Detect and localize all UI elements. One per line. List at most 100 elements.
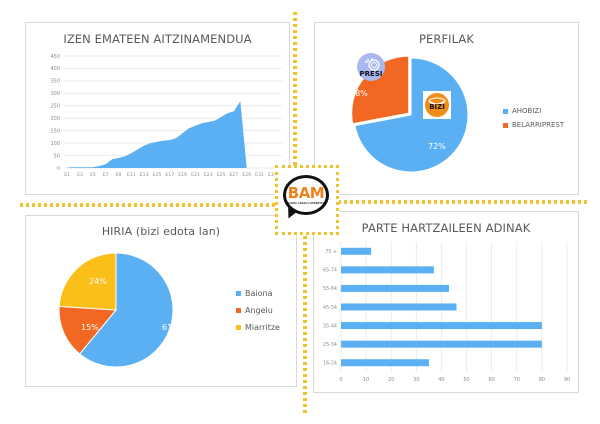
bar	[341, 284, 449, 292]
area-series	[67, 101, 247, 168]
legend-swatch	[236, 325, 241, 330]
legend-label: BELARRIPREST	[512, 121, 565, 129]
bizi-badge-label: BIZI	[429, 103, 445, 111]
area-chart-svg: 0 50 100 150 200 250 300 350 400 450 E1 E3 E5 E7 E9 E11…	[50, 54, 282, 178]
city-pct-miarritze: 24%	[89, 277, 107, 286]
vertical-divider-top	[293, 12, 297, 167]
bar-chart-svg: 0 10 20 30 40 50 60 70 80 90 75 + 65-74 55-64 45-54 35…	[323, 242, 570, 383]
svg-text:80: 80	[539, 377, 545, 383]
svg-text:70: 70	[514, 377, 520, 383]
svg-text:E33: E33	[268, 172, 277, 178]
registrations-chart-title: IZEN EMATEEN AITZINAMENDUA	[63, 32, 252, 46]
city-pct-angelu: 15%	[81, 323, 99, 332]
profiles-pct-ahobizi: 72%	[428, 142, 446, 151]
svg-text:E31: E31	[255, 172, 264, 178]
svg-text:35-44: 35-44	[323, 323, 337, 329]
svg-text:350: 350	[50, 79, 60, 85]
svg-text:55-64: 55-64	[323, 286, 337, 292]
profiles-chart-title: PERFILAK	[418, 32, 475, 46]
city-chart-title: HIRIA (bizi edota lan)	[101, 225, 221, 238]
registrations-area-plot: 0 50 100 150 200 250 300 350 400 450 E1 E3 E5 E7 E9 E11…	[46, 53, 286, 180]
svg-text:20: 20	[388, 377, 394, 383]
bar	[341, 340, 542, 348]
logo-text: BAM	[287, 184, 325, 202]
pie-slice	[78, 252, 174, 368]
city-pie-chart	[58, 252, 174, 368]
svg-text:E23: E23	[204, 172, 213, 178]
legend-label: AHOBIZI	[512, 107, 542, 115]
svg-text:E13: E13	[140, 172, 149, 178]
ages-chart-title: PARTE HARTZAILEEN ADINAK	[361, 221, 531, 235]
svg-text:60: 60	[488, 377, 494, 383]
svg-text:10: 10	[363, 377, 369, 383]
ear-icon	[364, 58, 380, 71]
svg-text:E1: E1	[64, 172, 70, 178]
horizontal-divider-right	[338, 200, 588, 204]
profiles-chart-card: PERFILAK 28% 72% PRESI BIZI AHOBIZI B	[314, 22, 579, 195]
legend-item-belarriprest: BELARRIPREST	[503, 121, 564, 129]
vertical-divider-bottom	[303, 236, 307, 416]
mouth-icon	[428, 97, 446, 105]
bar	[341, 303, 457, 311]
svg-text:E5: E5	[90, 172, 96, 178]
svg-text:E17: E17	[165, 172, 174, 178]
svg-text:E3: E3	[77, 172, 83, 178]
legend-label: Baiona	[245, 289, 273, 298]
svg-text:E27: E27	[230, 172, 239, 178]
logo-subtitle: BAIONA ANGELU MIARRITZE	[286, 202, 326, 205]
svg-text:E21: E21	[191, 172, 200, 178]
legend-item-ahobizi: AHOBIZI	[503, 107, 564, 115]
svg-text:400: 400	[50, 66, 60, 72]
legend-label: Miarritze	[245, 323, 280, 332]
svg-text:25-34: 25-34	[323, 342, 337, 348]
svg-text:300: 300	[50, 91, 60, 97]
svg-text:E7: E7	[103, 172, 109, 178]
bizi-badge-icon: BIZI	[423, 91, 451, 119]
bar	[341, 266, 434, 274]
svg-text:30: 30	[413, 377, 419, 383]
svg-text:E15: E15	[153, 172, 162, 178]
legend-item-miarritze: Miarritze	[236, 323, 280, 332]
horizontal-divider-left	[20, 203, 278, 207]
legend-item-baiona: Baiona	[236, 289, 280, 298]
svg-text:E9: E9	[116, 172, 122, 178]
registrations-chart-card: IZEN EMATEEN AITZINAMENDUA 0 50 100 150 200 2…	[25, 22, 290, 195]
legend-item-angelu: Angelu	[236, 306, 280, 315]
bar	[341, 322, 542, 330]
profiles-pct-belarriprest: 28%	[350, 89, 368, 98]
svg-text:0: 0	[57, 166, 60, 172]
profiles-legend: AHOBIZI BELARRIPREST	[503, 107, 564, 135]
bar	[341, 359, 429, 367]
svg-text:90: 90	[564, 377, 570, 383]
city-legend: Baiona Angelu Miarritze	[236, 289, 280, 338]
svg-text:E19: E19	[178, 172, 187, 178]
presi-badge-label: PRESI	[359, 70, 383, 78]
legend-label: Angelu	[245, 306, 273, 315]
ages-bar-plot: 0 10 20 30 40 50 60 70 80 90 75 + 65-74 55-64 45-54 35…	[314, 212, 580, 394]
ages-chart-card: PARTE HARTZAILEEN ADINAK 0 10 20 30 40 50 60 70…	[313, 211, 579, 393]
svg-text:E11: E11	[127, 172, 136, 178]
svg-text:100: 100	[50, 141, 60, 147]
svg-text:65-74: 65-74	[323, 268, 337, 274]
svg-text:40: 40	[438, 377, 444, 383]
svg-text:450: 450	[50, 54, 60, 60]
pie-slice	[58, 252, 117, 311]
pie-slice	[354, 57, 469, 173]
legend-swatch	[236, 291, 241, 296]
svg-text:250: 250	[50, 104, 60, 110]
legend-swatch	[503, 108, 508, 114]
svg-text:75 +: 75 +	[325, 249, 337, 255]
svg-text:E29: E29	[242, 172, 251, 178]
svg-text:150: 150	[50, 128, 60, 134]
presi-badge-icon: PRESI	[357, 53, 385, 81]
svg-text:50: 50	[463, 377, 469, 383]
legend-swatch	[236, 308, 241, 313]
profiles-pie-chart	[351, 55, 469, 173]
bar	[341, 247, 372, 255]
city-pct-baiona: 61%	[162, 323, 180, 332]
bam-logo: BAM BAIONA ANGELU MIARRITZE	[275, 165, 339, 235]
logo-dotted-frame	[275, 165, 339, 235]
pie-slice	[58, 305, 118, 355]
legend-swatch	[503, 122, 508, 128]
city-chart-card: HIRIA (bizi edota lan) 24% 15% 61% Baion…	[25, 215, 297, 387]
